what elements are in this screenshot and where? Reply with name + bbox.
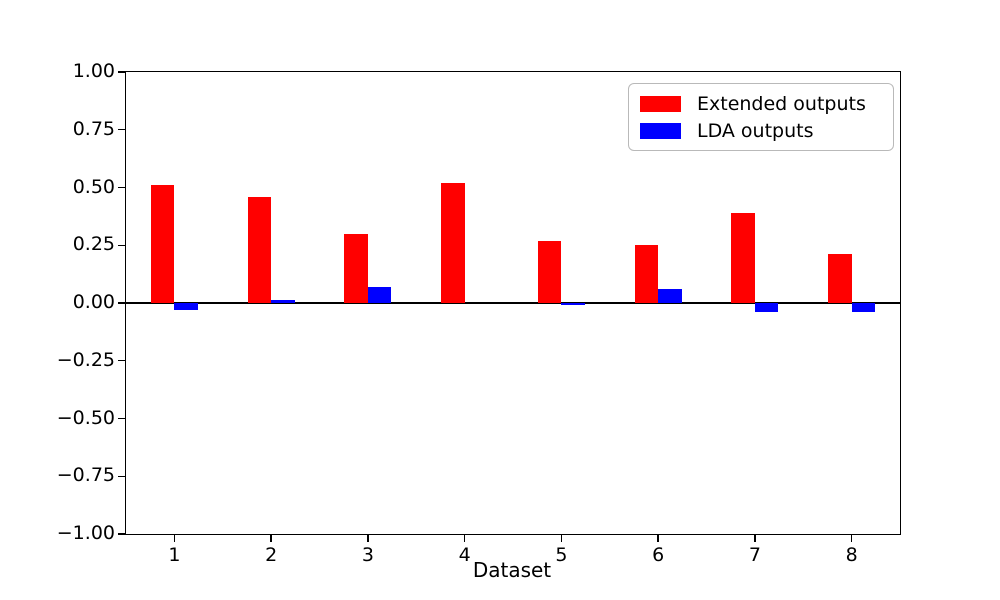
bar-extended-outputs-6 — [634, 245, 659, 303]
bar-extended-outputs-3 — [344, 233, 368, 303]
legend-label-extended-outputs: Extended outputs — [697, 92, 866, 115]
y-tick-label-0.00: 0.00 — [72, 291, 115, 314]
x-tick-mark-3 — [367, 535, 369, 543]
y-tick-mark-−0.50 — [117, 417, 125, 420]
y-tick-mark-−1.00 — [117, 533, 125, 535]
x-tick-label-6: 6 — [652, 544, 665, 566]
y-tick-mark-0.75 — [117, 129, 125, 131]
y-tick-mark-0.50 — [117, 186, 125, 189]
x-tick-label-5: 5 — [555, 544, 568, 566]
plot-area: Extended outputs LDA outputs 1.00 0.75 0.5… — [57, 62, 901, 565]
legend-swatch-blue — [640, 123, 681, 139]
y-tick-label-−0.75: −0.75 — [56, 464, 115, 487]
bar-extended-outputs-7 — [731, 212, 755, 303]
y-tick-label-−0.50: −0.50 — [56, 406, 115, 429]
y-tick-mark-1.00 — [117, 71, 125, 73]
x-tick-mark-6 — [657, 535, 659, 543]
x-tick-mark-1 — [173, 535, 176, 543]
x-tick-mark-7 — [754, 535, 756, 543]
x-axis-label: Dataset — [472, 558, 552, 582]
y-tick-mark-0.00 — [117, 302, 125, 304]
zero-line — [126, 302, 900, 304]
bar-extended-outputs-2 — [247, 196, 272, 303]
bar-lda-outputs-7 — [754, 303, 779, 313]
legend-swatch-red — [640, 96, 681, 112]
x-tick-label-2: 2 — [265, 544, 278, 566]
x-tick-mark-2 — [270, 535, 272, 543]
y-tick-mark-−0.25 — [117, 360, 125, 362]
x-tick-label-1: 1 — [168, 544, 181, 566]
y-tick-mark-0.25 — [117, 244, 125, 246]
legend-item-extended-outputs: Extended outputs — [640, 91, 882, 117]
y-tick-label-−1.00: −1.00 — [56, 522, 115, 545]
x-tick-mark-4 — [463, 535, 466, 543]
bar-lda-outputs-1 — [174, 303, 198, 310]
bar-extended-outputs-8 — [828, 254, 852, 303]
bar-extended-outputs-1 — [150, 185, 175, 303]
x-tick-label-4: 4 — [458, 544, 471, 566]
y-tick-label-0.25: 0.25 — [72, 233, 115, 256]
x-tick-label-8: 8 — [845, 544, 858, 566]
y-tick-label-0.75: 0.75 — [72, 117, 115, 140]
x-tick-label-7: 7 — [748, 544, 761, 566]
legend-label-lda-outputs: LDA outputs — [697, 119, 814, 142]
legend: Extended outputs LDA outputs — [628, 83, 894, 151]
y-tick-label-1.00: 1.00 — [72, 60, 115, 83]
y-tick-mark-−0.75 — [117, 475, 125, 477]
bar-lda-outputs-5 — [561, 303, 585, 306]
bar-lda-outputs-8 — [851, 303, 876, 313]
legend-item-lda-outputs: LDA outputs — [640, 118, 882, 144]
bar-extended-outputs-4 — [441, 182, 465, 303]
bar-extended-outputs-5 — [537, 240, 562, 303]
bar-lda-outputs-3 — [367, 286, 392, 303]
x-tick-mark-5 — [560, 535, 563, 543]
x-tick-label-3: 3 — [361, 544, 374, 566]
y-tick-label-0.50: 0.50 — [72, 175, 115, 198]
y-tick-label-−0.25: −0.25 — [56, 348, 115, 371]
x-tick-mark-8 — [850, 535, 853, 543]
bar-lda-outputs-2 — [271, 299, 295, 303]
bar-lda-outputs-6 — [658, 289, 682, 303]
